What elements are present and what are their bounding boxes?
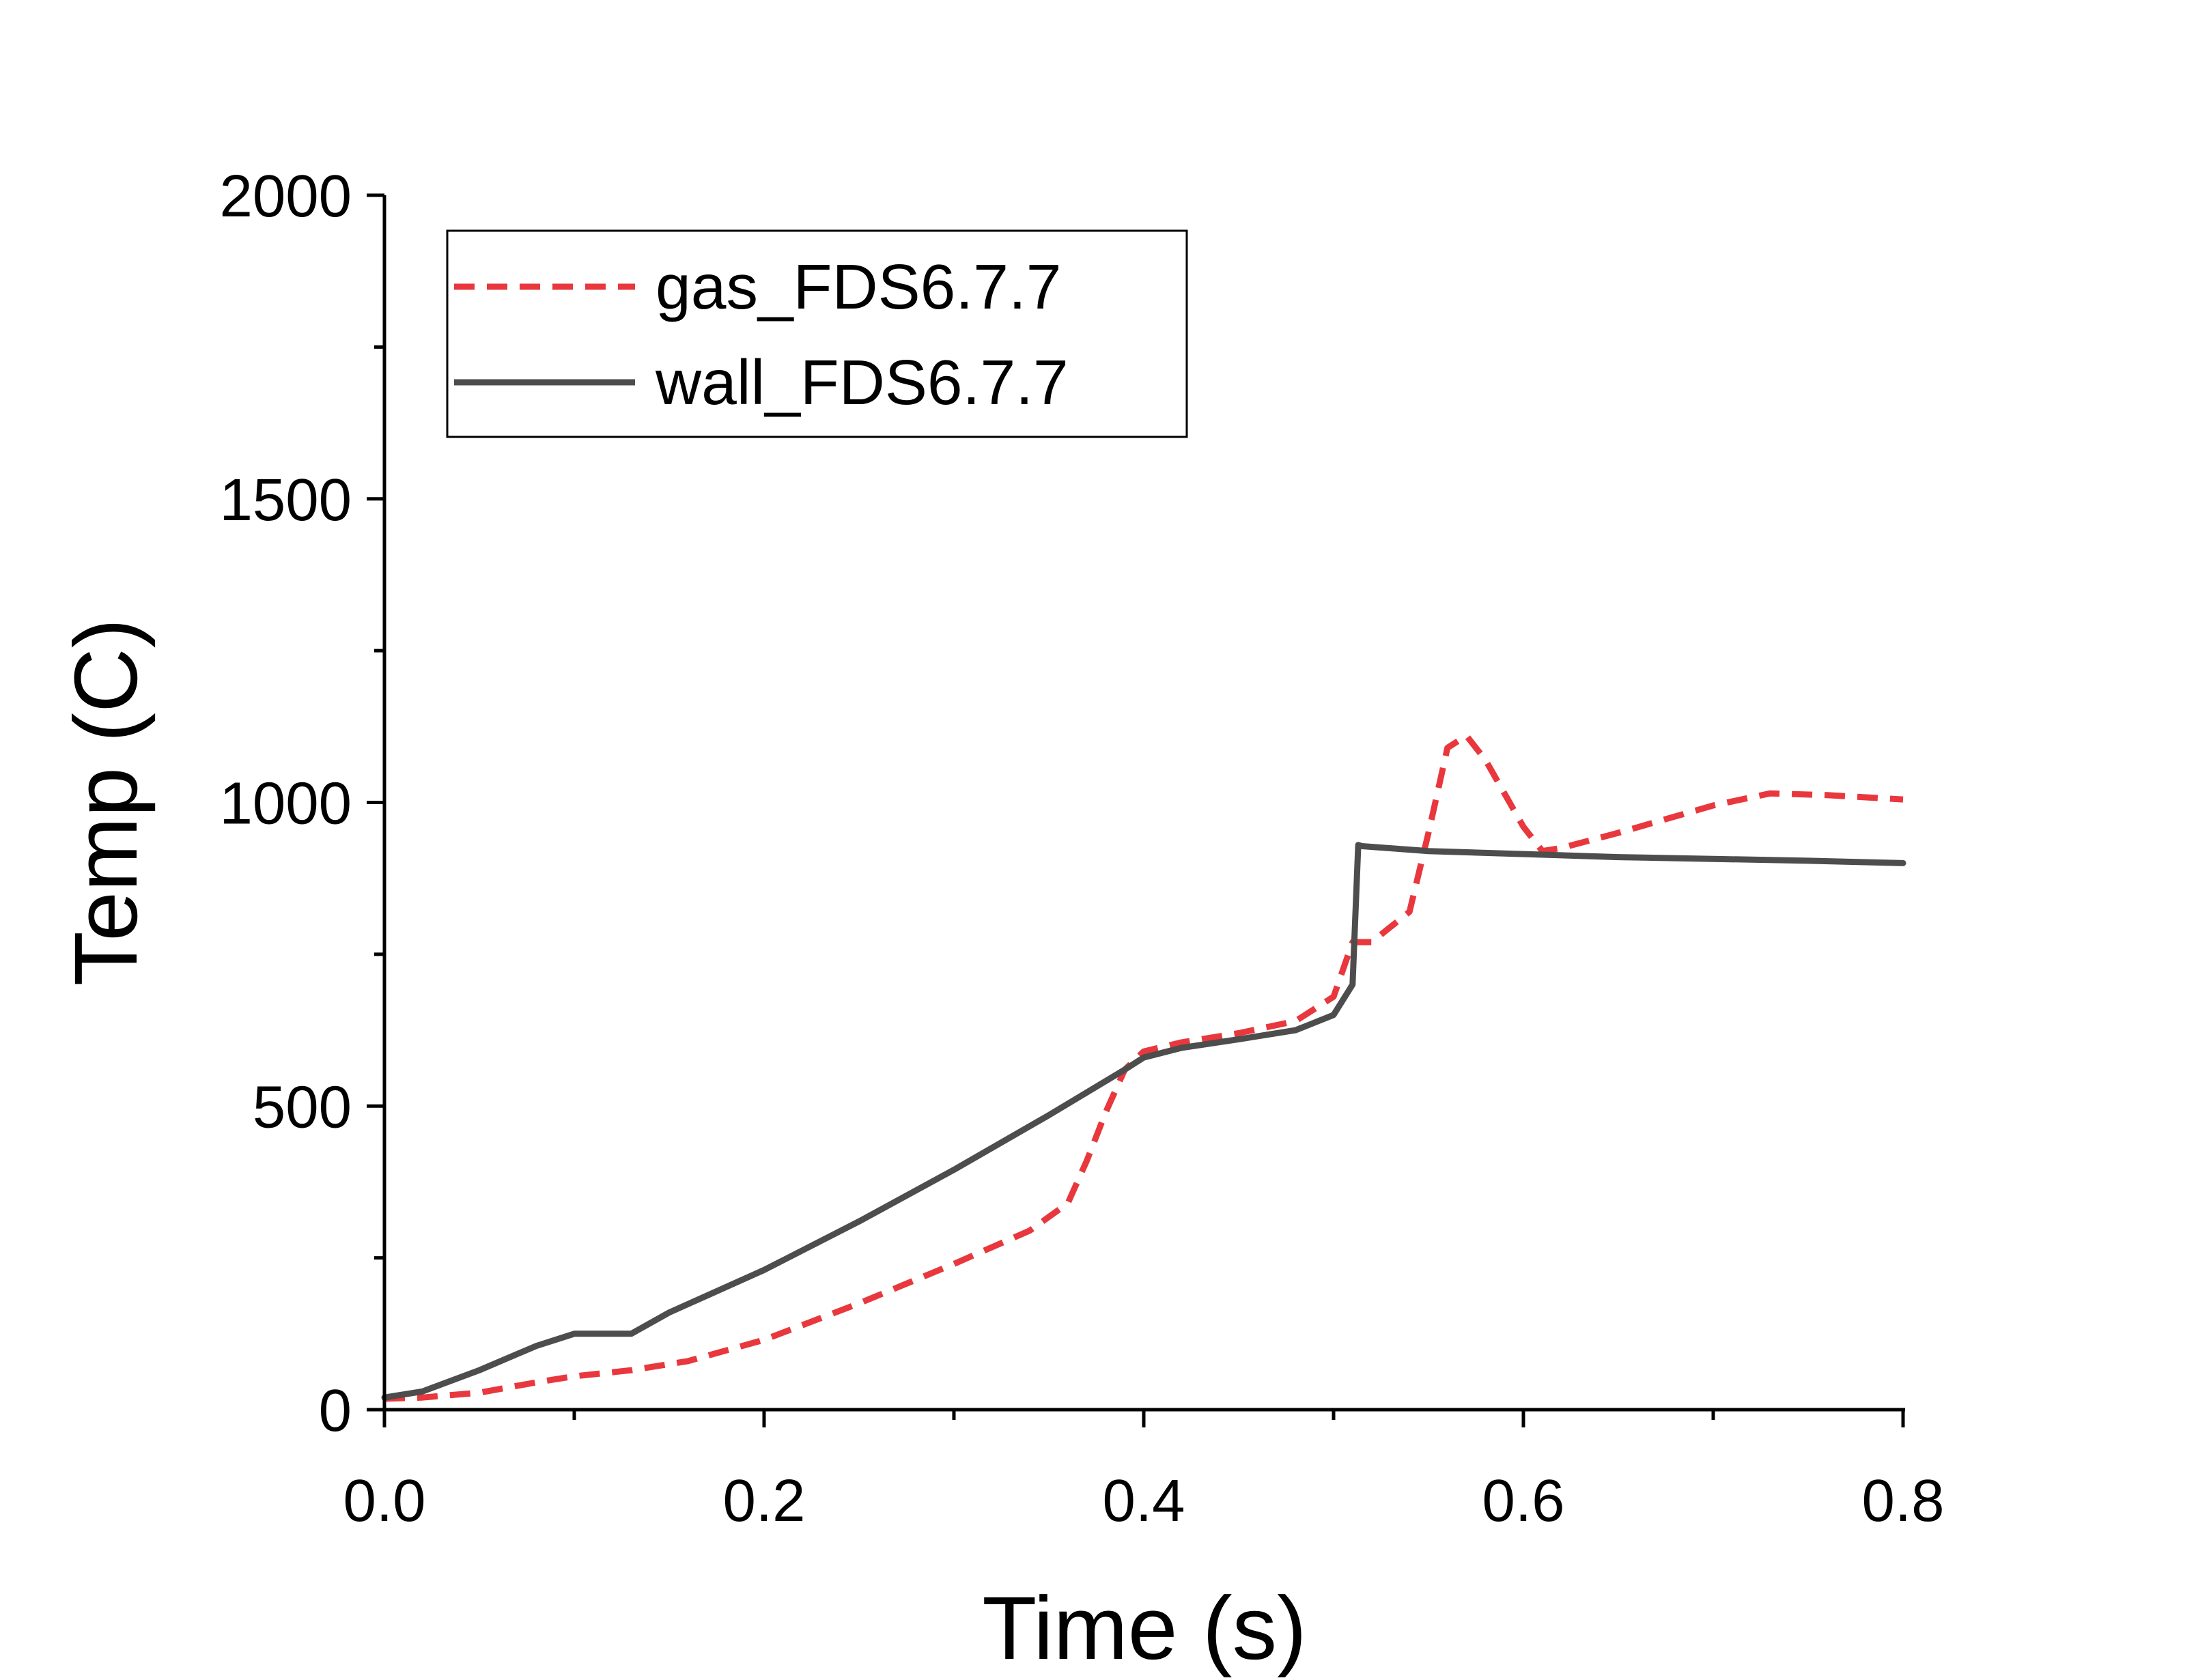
y-tick-label: 0 — [319, 1378, 352, 1444]
legend-label-gas: gas_FDS6.7.7 — [656, 251, 1062, 322]
x-tick-label: 0.4 — [1103, 1468, 1185, 1534]
x-tick-label: 0.2 — [723, 1468, 806, 1534]
tick-labels: 0.0 0.2 0.4 0.6 0.8 0 500 1000 1500 2000 — [219, 163, 1944, 1534]
y-tick-label: 1000 — [219, 771, 352, 837]
y-tick-label: 500 — [253, 1074, 352, 1140]
plot-lines — [381, 732, 1906, 1402]
ticks — [367, 193, 1905, 1427]
y-tick-label: 2000 — [219, 163, 352, 229]
series-line-wall — [381, 842, 1906, 1401]
y-tick-label: 1500 — [219, 467, 352, 533]
x-axis-title: Time (s) — [982, 1578, 1306, 1678]
x-tick-label: 0.8 — [1862, 1468, 1945, 1534]
legend: gas_FDS6.7.7 wall_FDS6.7.7 — [446, 229, 1188, 438]
series-line-gas — [384, 732, 1904, 1402]
legend-box — [446, 229, 1188, 438]
legend-label-wall: wall_FDS6.7.7 — [655, 347, 1069, 418]
x-tick-label: 0.6 — [1482, 1468, 1565, 1534]
x-tick-label: 0.0 — [343, 1468, 426, 1534]
y-axis-title: Temp (C) — [55, 618, 156, 986]
